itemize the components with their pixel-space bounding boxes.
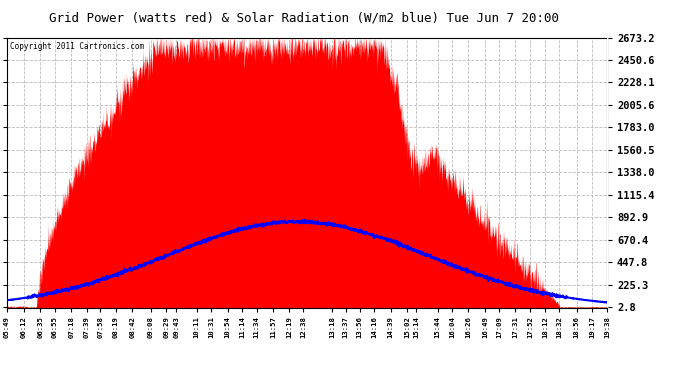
Text: Grid Power (watts red) & Solar Radiation (W/m2 blue) Tue Jun 7 20:00: Grid Power (watts red) & Solar Radiation… [48,11,559,24]
Text: Copyright 2011 Cartronics.com: Copyright 2011 Cartronics.com [10,42,144,51]
